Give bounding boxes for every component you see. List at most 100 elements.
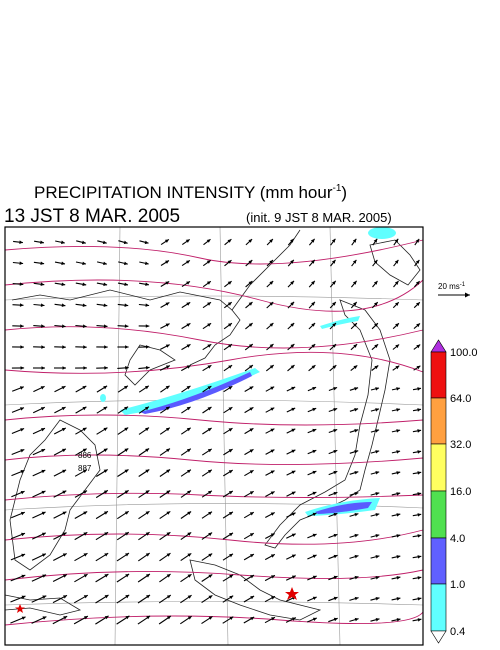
wind-arrow-head bbox=[82, 386, 87, 390]
wind-arrow-head bbox=[250, 617, 255, 621]
wind-arrow-head bbox=[375, 555, 380, 559]
wind-arrow-head bbox=[104, 532, 109, 536]
wind-arrow-head bbox=[103, 261, 107, 266]
wind-arrow-head bbox=[354, 596, 359, 601]
isobar bbox=[4, 239, 424, 265]
wind-arrow-head bbox=[354, 429, 359, 433]
wind-arrow-head bbox=[353, 302, 357, 306]
wind-arrow-head bbox=[166, 595, 171, 599]
wind-arrow-head bbox=[354, 575, 359, 580]
wind-arrow-head bbox=[333, 387, 338, 391]
colorbar: 100.0 64.0 32.0 16.0 4.0 1.0 0.4 bbox=[430, 339, 478, 644]
wind-arrow-head bbox=[82, 303, 87, 307]
wind-arrow-head bbox=[249, 449, 254, 453]
wind-arrow-head bbox=[61, 261, 65, 266]
colorbar-under bbox=[430, 630, 447, 644]
wind-arrow-head bbox=[146, 574, 150, 578]
wind-arrow-head bbox=[146, 595, 150, 599]
wind-arrow-head bbox=[312, 596, 317, 600]
wind-arrow-head bbox=[331, 259, 336, 264]
coast bbox=[11, 229, 301, 311]
wind-arrow-head bbox=[394, 259, 399, 264]
contour-label: 887 bbox=[78, 464, 92, 473]
wind-arrow-head bbox=[145, 490, 150, 494]
wind-arrow-head bbox=[104, 574, 109, 578]
wind-arrow-head bbox=[145, 511, 150, 515]
wind-scale-head bbox=[465, 292, 470, 298]
wind-arrow-head bbox=[290, 280, 294, 285]
wind-arrow-head bbox=[373, 259, 378, 264]
wind-arrow-head bbox=[270, 428, 275, 432]
wind-arrow-head bbox=[186, 281, 190, 285]
wind-arrow-head bbox=[249, 491, 254, 495]
wind-arrow-head bbox=[187, 616, 192, 620]
wind-arrow-head bbox=[41, 490, 46, 495]
wind-arrow-head bbox=[416, 323, 420, 328]
wind-arrow-head bbox=[270, 491, 275, 495]
colorbar-over bbox=[430, 339, 447, 353]
wind-arrow-head bbox=[40, 282, 45, 286]
wind-arrow-head bbox=[396, 513, 401, 517]
wind-arrow-head bbox=[375, 534, 380, 538]
valid-time: 13 JST 8 MAR. 2005 bbox=[4, 206, 180, 227]
wind-arrow-head bbox=[311, 301, 315, 306]
isobar bbox=[4, 529, 424, 545]
wind-arrow-head bbox=[124, 406, 129, 411]
wind-arrow-head bbox=[145, 303, 150, 307]
wind-arrow-head bbox=[417, 513, 422, 517]
wind-arrow-head bbox=[312, 512, 317, 517]
wind-arrow-head bbox=[270, 470, 275, 474]
wind-arrow-head bbox=[62, 324, 66, 328]
colorbar-segment bbox=[430, 537, 447, 585]
precip-light bbox=[368, 227, 396, 239]
wind-arrow-head bbox=[206, 260, 211, 264]
wind-arrow-head bbox=[165, 323, 170, 327]
wind-arrow-head bbox=[396, 471, 401, 475]
wind-arrow-head bbox=[62, 490, 67, 494]
wind-arrow-head bbox=[207, 344, 212, 348]
wind-arrow-head bbox=[103, 448, 108, 452]
wind-arrow-head bbox=[396, 408, 401, 412]
wind-arrow-head bbox=[394, 281, 399, 285]
wind-arrow-head bbox=[227, 281, 232, 285]
wind-arrow-head bbox=[125, 594, 130, 599]
wind-arrow-head bbox=[20, 407, 24, 411]
wind-arrow-head bbox=[375, 408, 380, 412]
wind-arrow-head bbox=[83, 490, 87, 494]
wind-arrow-head bbox=[269, 302, 274, 306]
colorbar-label: 64.0 bbox=[450, 393, 471, 405]
wind-arrow-head bbox=[187, 532, 192, 536]
wind-arrow-head bbox=[82, 282, 87, 287]
wind-arrow-head bbox=[248, 344, 253, 348]
wind-arrow-head bbox=[145, 406, 149, 411]
wind-arrow-head bbox=[62, 532, 67, 536]
wind-arrow-head bbox=[124, 385, 128, 390]
wind-arrow-head bbox=[187, 574, 192, 578]
wind-arrow-head bbox=[206, 239, 211, 243]
wind-arrow-head bbox=[187, 469, 191, 474]
wind-arrow-head bbox=[207, 448, 212, 453]
wind-arrow-head bbox=[396, 576, 401, 580]
wind-arrow-head bbox=[165, 385, 170, 390]
wind-arrow-head bbox=[40, 303, 45, 307]
wind-arrow-head bbox=[21, 532, 25, 537]
wind-arrow-head bbox=[103, 406, 108, 411]
wind-arrow-head bbox=[165, 344, 170, 348]
wind-arrow-head bbox=[312, 387, 317, 391]
colorbar-label: 1.0 bbox=[450, 579, 465, 591]
wind-arrow-head bbox=[354, 513, 359, 517]
wind-arrow-head bbox=[353, 323, 357, 327]
wind-arrow-head bbox=[354, 471, 359, 475]
wind-arrow-head bbox=[373, 238, 378, 243]
wind-arrow-head bbox=[207, 386, 212, 390]
wind-arrow-head bbox=[229, 553, 233, 558]
colorbar-segment bbox=[430, 443, 447, 492]
wind-arrow-head bbox=[417, 429, 422, 433]
wind-arrow-head bbox=[416, 344, 421, 349]
wind-arrow-head bbox=[270, 512, 275, 516]
wind-arrow-head bbox=[125, 366, 129, 370]
wind-arrow-head bbox=[62, 553, 67, 557]
wind-arrow-head bbox=[125, 615, 130, 620]
colorbar-label: 0.4 bbox=[450, 626, 465, 638]
